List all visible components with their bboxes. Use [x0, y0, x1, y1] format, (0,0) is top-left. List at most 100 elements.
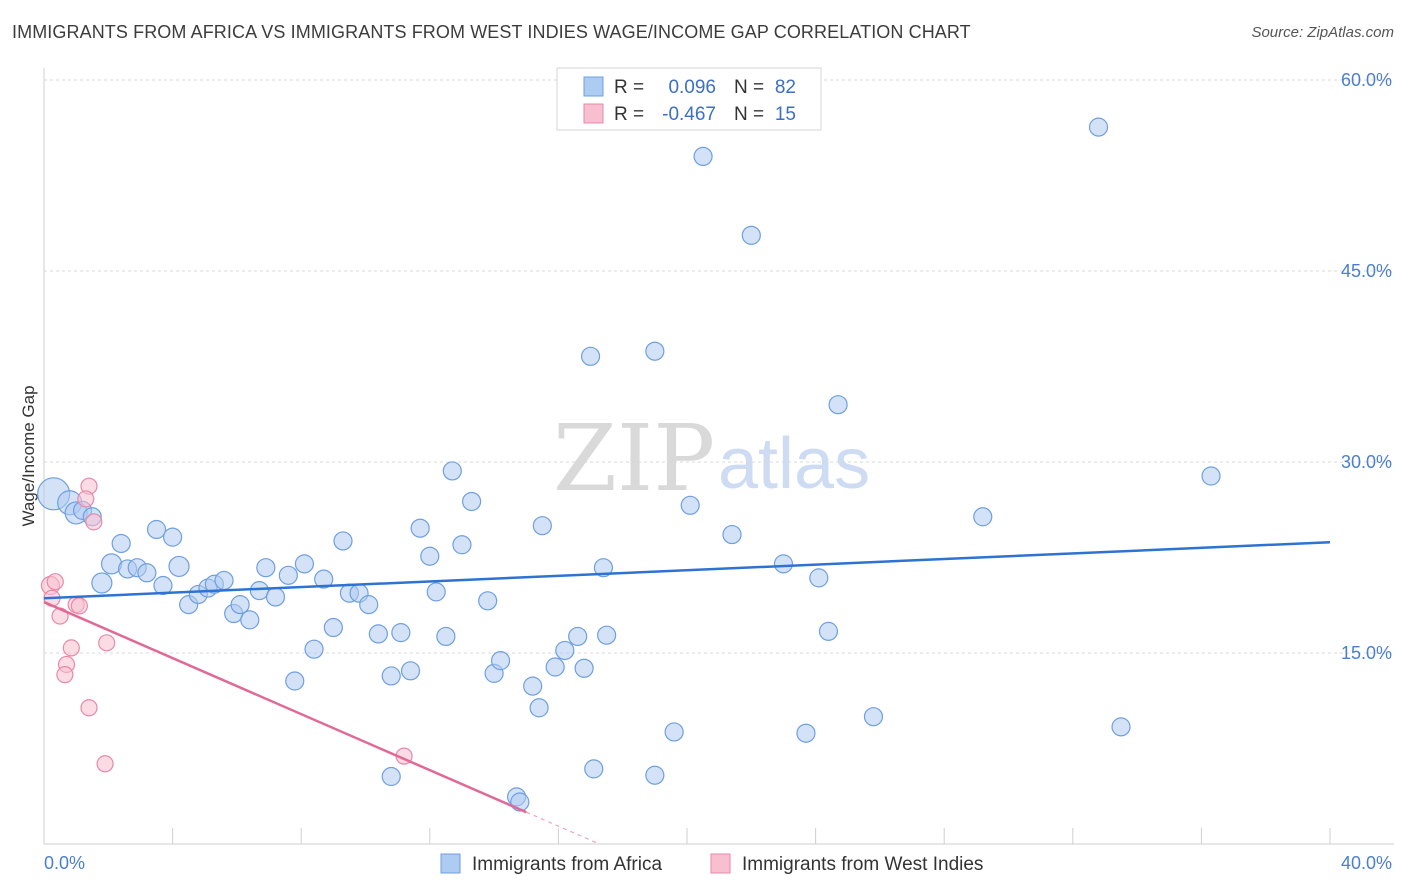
bottom-legend-swatch-westindies: [710, 853, 731, 874]
africa-point-23: [249, 581, 270, 601]
africa-point-28: [294, 554, 315, 574]
y-tick-labels: 15.0% 30.0% 45.0% 60.0%: [1341, 70, 1392, 663]
africa-point-44: [436, 626, 456, 647]
africa-point-35: [359, 595, 379, 615]
africa-point-45: [442, 461, 462, 481]
africa-points: [37, 117, 1221, 812]
legend-n-value-africa: 82: [775, 77, 796, 98]
africa-point-58: [568, 626, 588, 647]
legend-r-label-africa: R =: [614, 77, 644, 98]
source-label: Source: ZipAtlas.com: [1251, 24, 1394, 41]
x-tick-label-max: 40.0%: [1341, 853, 1392, 873]
y-tick-label-60: 60.0%: [1341, 70, 1392, 90]
africa-point-76: [863, 707, 884, 727]
westindies-point-1: [46, 573, 64, 591]
africa-point-63: [580, 346, 601, 366]
chart-title: IMMIGRANTS FROM AFRICA VS IMMIGRANTS FRO…: [12, 22, 971, 42]
africa-point-10: [137, 563, 157, 583]
africa-point-73: [809, 568, 829, 588]
westindies-points: [40, 477, 413, 773]
africa-point-38: [381, 766, 401, 787]
africa-point-43: [426, 582, 446, 602]
africa-point-7: [111, 533, 131, 554]
trend-lines: [43, 540, 1331, 845]
westindies-point-13: [96, 755, 114, 773]
westindies-point-14: [98, 634, 116, 652]
africa-point-65: [645, 341, 665, 361]
africa-point-64: [645, 765, 665, 785]
africa-point-19: [214, 570, 234, 591]
africa-point-14: [168, 555, 190, 578]
africa-point-53: [523, 676, 543, 696]
y-tick-label-45: 45.0%: [1341, 261, 1392, 281]
africa-point-24: [256, 558, 276, 578]
africa-point-40: [400, 661, 421, 681]
africa-point-72: [796, 723, 816, 743]
africa-point-26: [278, 565, 298, 585]
y-tick-label-15: 15.0%: [1341, 643, 1392, 663]
africa-point-69: [722, 524, 742, 545]
africa-point-79: [1111, 717, 1131, 737]
africa-point-12: [153, 575, 173, 596]
africa-point-41: [410, 518, 430, 538]
africa-point-80: [1201, 466, 1221, 486]
africa-point-54: [529, 698, 549, 718]
westindies-point-12: [80, 699, 98, 717]
africa-point-32: [333, 531, 353, 551]
legend-swatch-africa: [583, 76, 604, 97]
africa-point-59: [574, 658, 594, 678]
africa-point-77: [973, 507, 993, 527]
legend-n-label-africa: N =: [734, 77, 764, 98]
africa-point-21: [230, 595, 250, 615]
africa-point-31: [323, 617, 343, 638]
westindies-point-6: [62, 639, 80, 657]
africa-point-67: [680, 495, 700, 515]
legend-box: R = 0.096 N = 82 R = -0.467 N = 15: [556, 67, 822, 131]
legend-r-label-westindies: R =: [614, 104, 644, 125]
africa-point-42: [420, 546, 440, 566]
africa-point-71: [773, 554, 794, 574]
africa-point-61: [593, 558, 614, 578]
x-tick-label-min: 0.0%: [44, 853, 85, 873]
africa-point-50: [490, 651, 511, 671]
gridlines: [44, 79, 1394, 654]
legend-n-value-westindies: 15: [775, 104, 796, 125]
africa-point-78: [1088, 117, 1109, 137]
africa-point-11: [146, 519, 167, 540]
watermark-zip: ZIP: [553, 405, 715, 512]
africa-point-74: [818, 621, 839, 641]
africa-point-37: [381, 666, 401, 686]
bottom-legend-swatch-africa: [440, 853, 461, 874]
westindies-point-10: [85, 513, 103, 531]
westindies-trend-extension: [526, 811, 600, 845]
africa-point-60: [584, 759, 604, 779]
legend-r-value-westindies: -0.467: [662, 104, 716, 125]
x-ticks: [172, 828, 1331, 844]
africa-point-62: [597, 625, 617, 645]
africa-trend-line: [43, 540, 1331, 600]
africa-point-55: [532, 516, 552, 536]
africa-point-48: [478, 591, 498, 611]
africa-point-75: [828, 395, 848, 415]
watermark-atlas: atlas: [718, 424, 870, 504]
africa-point-30: [314, 569, 334, 589]
africa-point-66: [664, 722, 684, 742]
africa-point-5: [91, 572, 113, 594]
westindies-point-8: [70, 597, 88, 615]
westindies-point-11: [77, 490, 95, 508]
africa-point-70: [741, 225, 761, 245]
y-axis-title: Wage/Income Gap: [19, 385, 38, 526]
africa-point-56: [545, 657, 565, 677]
africa-point-47: [461, 491, 482, 512]
africa-point-27: [285, 671, 305, 691]
bottom-legend: Immigrants from Africa Immigrants from W…: [440, 853, 983, 875]
legend-r-value-africa: 0.096: [668, 77, 716, 98]
africa-point-36: [368, 624, 388, 644]
africa-point-68: [693, 146, 713, 166]
bottom-legend-label-africa: Immigrants from Africa: [472, 854, 662, 875]
legend-swatch-westindies: [583, 103, 604, 124]
bottom-legend-label-westindies: Immigrants from West Indies: [742, 854, 983, 875]
legend-n-label-westindies: N =: [734, 104, 764, 125]
y-tick-label-30: 30.0%: [1341, 452, 1392, 472]
